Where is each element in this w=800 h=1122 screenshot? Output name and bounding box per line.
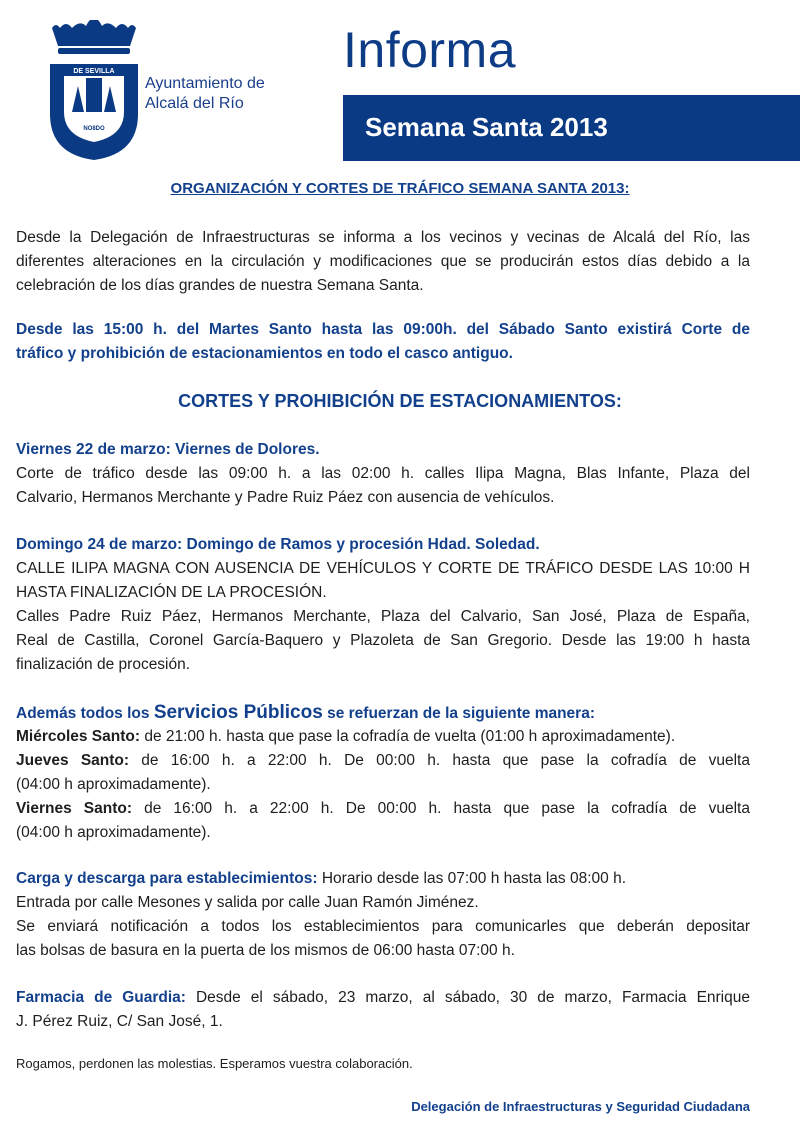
title-banner: Semana Santa 2013 — [343, 95, 800, 161]
organization-name: Ayuntamiento de Alcalá del Río — [145, 74, 265, 114]
closing-text: Rogamos, perdonen las molestias. Esperam… — [16, 1056, 413, 1071]
carga-line: las bolsas de basura en la puerta de los… — [16, 942, 515, 959]
farmacia-line: Farmacia de Guardia: Desde el sábado, 23… — [16, 989, 750, 1006]
servicios-title: Además todos los Servicios Públicos se r… — [16, 702, 595, 723]
notice-line: tráfico y prohibición de estacionamiento… — [16, 345, 513, 362]
carga-line: Se enviará notificación a todos los esta… — [16, 918, 750, 935]
domingo-title: Domingo 24 de marzo: Domingo de Ramos y … — [16, 536, 540, 553]
viernes-line: Corte de tráfico desde las 09:00 h. a la… — [16, 465, 750, 482]
footer-signature: Delegación de Infraestructuras y Segurid… — [411, 1099, 750, 1114]
svg-text:NO8DO: NO8DO — [83, 126, 105, 132]
viernes-title: Viernes 22 de marzo: Viernes de Dolores. — [16, 441, 320, 458]
servicios-item-cont: (04:00 h aproximadamente). — [16, 824, 211, 841]
domingo-line: CALLE ILIPA MAGNA CON AUSENCIA DE VEHÍCU… — [16, 560, 750, 577]
domingo-line: Real de Castilla, Coronel García-Baquero… — [16, 632, 750, 649]
notice-line: Desde las 15:00 h. del Martes Santo hast… — [16, 321, 750, 338]
viernes-line: Calvario, Hermanos Merchante y Padre Rui… — [16, 489, 555, 506]
intro-line: diferentes alteraciones en la circulació… — [16, 253, 750, 270]
coat-of-arms-logo: DE SEVILLA NO8DO — [50, 20, 138, 160]
org-line-2: Alcalá del Río — [145, 95, 244, 112]
svg-text:DE SEVILLA: DE SEVILLA — [73, 68, 114, 75]
servicios-item: Miércoles Santo: de 21:00 h. hasta que p… — [16, 728, 676, 745]
org-line-1: Ayuntamiento de — [145, 75, 265, 92]
banner-text: Semana Santa 2013 — [365, 112, 608, 142]
main-heading: ORGANIZACIÓN Y CORTES DE TRÁFICO SEMANA … — [170, 180, 630, 197]
domingo-line: Calles Padre Ruiz Páez, Hermanos Merchan… — [16, 608, 750, 625]
intro-line: Desde la Delegación de Infraestructuras … — [16, 229, 750, 246]
domingo-line: finalización de procesión. — [16, 656, 191, 673]
section-heading: CORTES Y PROHIBICIÓN DE ESTACIONAMIENTOS… — [178, 391, 622, 411]
farmacia-line-cont: J. Pérez Ruiz, C/ San José, 1. — [16, 1013, 223, 1030]
servicios-item: Jueves Santo: de 16:00 h. a 22:00 h. De … — [16, 752, 750, 769]
page-title: Informa — [343, 22, 517, 78]
carga-title: Carga y descarga para establecimientos: … — [16, 870, 627, 887]
intro-line: celebración de los días grandes de nuest… — [16, 277, 424, 294]
carga-line: Entrada por calle Mesones y salida por c… — [16, 894, 479, 911]
domingo-line: HASTA FINALIZACIÓN DE LA PROCESIÓN. — [16, 584, 327, 601]
servicios-item: Viernes Santo: de 16:00 h. a 22:00 h. De… — [16, 800, 750, 817]
servicios-item-cont: (04:00 h aproximadamente). — [16, 776, 211, 793]
